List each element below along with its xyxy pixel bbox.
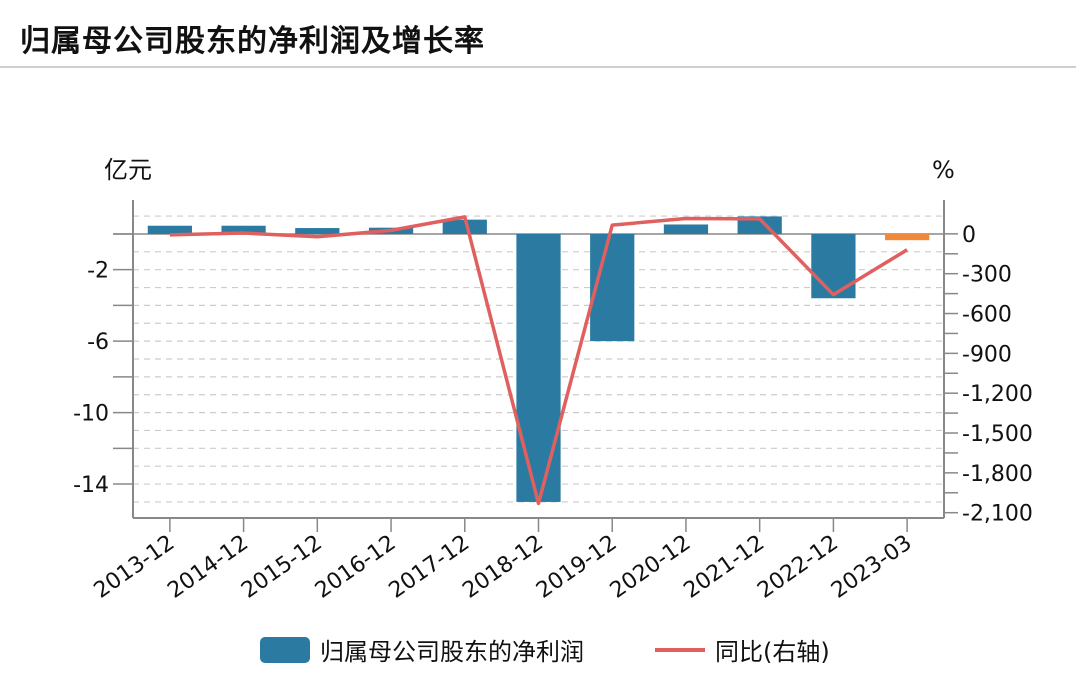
x-tick-label: 2019-12 <box>532 530 622 603</box>
bar <box>516 233 561 502</box>
left-tick-label: -10 <box>73 402 109 427</box>
x-tick-label: 2015-12 <box>237 530 327 603</box>
left-tick-label: -6 <box>87 330 109 355</box>
x-tick-label: 2023-03 <box>827 530 917 603</box>
x-tick-label: 2016-12 <box>311 530 401 603</box>
x-tick-label: 2020-12 <box>606 530 696 603</box>
line-path <box>169 215 909 506</box>
x-tick-label: 2021-12 <box>679 530 769 603</box>
x-tick-label: 2013-12 <box>90 530 180 603</box>
chart-header: 归属母公司股东的净利润及增长率 <box>0 0 1076 68</box>
right-tick-label: -600 <box>962 303 1012 328</box>
right-tick-label: -2,100 <box>962 502 1033 527</box>
left-tick-label: -2 <box>87 259 109 284</box>
legend-swatch-bar <box>260 637 310 663</box>
bar-series <box>147 216 930 502</box>
right-tick-label: 0 <box>962 223 976 248</box>
left-axis-unit: 亿元 <box>104 156 152 184</box>
x-tick-label: 2022-12 <box>753 530 843 603</box>
bar <box>221 225 266 234</box>
bar <box>147 225 192 234</box>
x-tick-label: 2018-12 <box>458 530 548 603</box>
bar <box>663 224 709 234</box>
right-tick-label: -300 <box>962 263 1012 288</box>
bar <box>811 233 856 299</box>
line-series <box>169 215 909 506</box>
x-tick-label: 2014-12 <box>163 530 253 603</box>
bar <box>295 228 340 234</box>
x-tick-label: 2017-12 <box>385 530 475 603</box>
legend: 归属母公司股东的净利润 同比(右轴) <box>260 637 830 666</box>
bar <box>442 219 487 234</box>
chart-title: 归属母公司股东的净利润及增长率 <box>20 24 485 59</box>
bar <box>885 233 930 241</box>
right-tick-label: -1,200 <box>962 382 1033 407</box>
right-axis-unit: % <box>932 156 955 184</box>
right-tick-label: -1,500 <box>962 422 1033 447</box>
legend-label-bar: 归属母公司股东的净利润 <box>320 638 584 666</box>
right-tick-label: -900 <box>962 342 1012 367</box>
right-tick-label: -1,800 <box>962 462 1033 487</box>
left-tick-label: -14 <box>73 473 109 498</box>
legend-label-line: 同比(右轴) <box>715 638 830 666</box>
